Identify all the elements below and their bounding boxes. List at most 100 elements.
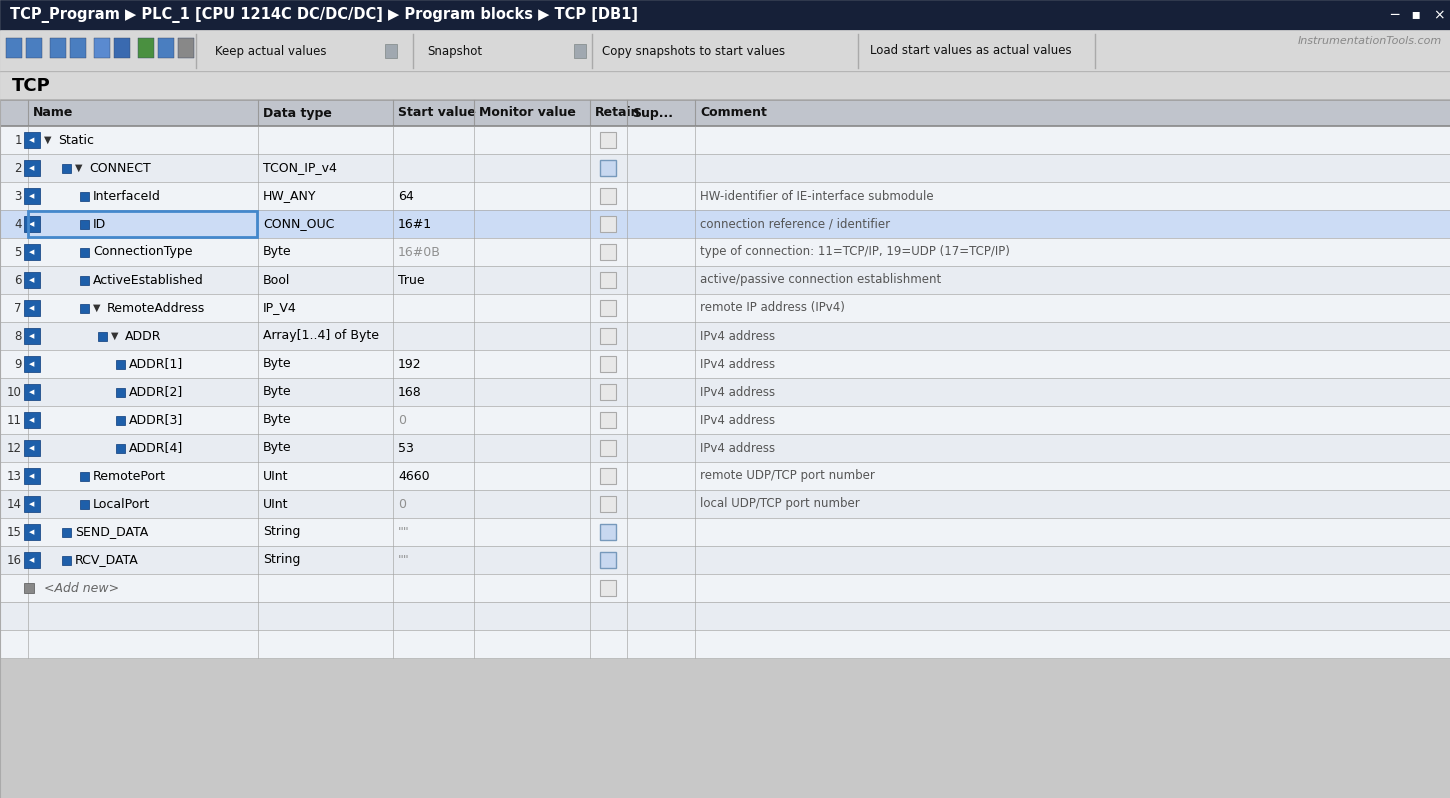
Text: ▼: ▼ [44,135,52,145]
Text: 16: 16 [7,554,22,567]
Bar [25,468,41,484]
Text: ◀: ◀ [29,333,35,339]
Bar [0,574,1450,602]
Bar [0,406,1450,434]
Text: ConnectionType: ConnectionType [93,246,193,259]
Text: RCV_DATA: RCV_DATA [75,554,139,567]
Text: String: String [262,554,300,567]
Text: Static: Static [58,133,94,147]
Text: IPv4 address: IPv4 address [700,330,776,342]
Text: ADDR[1]: ADDR[1] [129,358,183,370]
Bar [80,192,88,200]
Bar [0,182,1450,210]
Text: IP_V4: IP_V4 [262,302,297,314]
Text: CONNECT: CONNECT [88,161,151,175]
Text: 168: 168 [397,385,422,398]
Text: 13: 13 [7,469,22,483]
Bar [0,72,1450,100]
Bar [0,0,1450,30]
Text: IPv4 address: IPv4 address [700,413,776,426]
Text: "": "" [397,554,410,567]
Text: HW_ANY: HW_ANY [262,189,316,203]
Bar [49,38,67,58]
Text: 0: 0 [397,413,406,426]
Text: SEND_DATA: SEND_DATA [75,526,148,539]
Bar [600,524,616,540]
Text: active/passive connection establishment: active/passive connection establishment [700,274,941,286]
Text: 0: 0 [397,497,406,511]
Bar [25,552,41,568]
Text: connection reference / identifier: connection reference / identifier [700,218,890,231]
Text: 53: 53 [397,441,413,455]
Bar [0,462,1450,490]
Text: Byte: Byte [262,358,291,370]
Bar [600,188,616,204]
Text: 9: 9 [14,358,22,370]
Bar [25,272,41,288]
Text: ◀: ◀ [29,221,35,227]
Text: ◀: ◀ [29,249,35,255]
Bar [600,132,616,148]
Bar [25,384,41,400]
Bar [25,583,33,593]
Text: ID: ID [93,218,106,231]
Text: Sup...: Sup... [632,106,673,120]
Text: UInt: UInt [262,497,289,511]
Text: 16#0B: 16#0B [397,246,441,259]
Bar [0,434,1450,462]
Text: TCON_IP_v4: TCON_IP_v4 [262,161,336,175]
Text: Keep actual values: Keep actual values [215,45,326,57]
Text: Byte: Byte [262,246,291,259]
Bar [116,444,125,452]
Text: TCP_Program ▶ PLC_1 [CPU 1214C DC/DC/DC] ▶ Program blocks ▶ TCP [DB1]: TCP_Program ▶ PLC_1 [CPU 1214C DC/DC/DC]… [10,7,638,23]
Bar [600,580,616,596]
Bar [0,490,1450,518]
Bar [25,412,41,428]
Text: IPv4 address: IPv4 address [700,441,776,455]
Bar [0,30,1450,72]
Text: ◀: ◀ [29,445,35,451]
Bar [386,44,397,58]
Bar [94,38,110,58]
Text: 10: 10 [7,385,22,398]
Bar [80,472,88,480]
Bar [25,132,41,148]
Bar [0,350,1450,378]
Bar [25,328,41,344]
Text: 3: 3 [14,189,22,203]
Text: 7: 7 [14,302,22,314]
Bar [600,272,616,288]
Text: ▼: ▼ [75,163,83,173]
Text: 8: 8 [14,330,22,342]
Bar [600,216,616,232]
Text: 15: 15 [7,526,22,539]
Bar [0,238,1450,266]
Text: 14: 14 [7,497,22,511]
Text: ◀: ◀ [29,417,35,423]
Text: InstrumentationTools.com: InstrumentationTools.com [1298,36,1441,46]
Bar [62,555,71,564]
Bar [0,99,1450,100]
Text: ▼: ▼ [93,303,100,313]
Bar [25,440,41,456]
Text: CONN_OUC: CONN_OUC [262,218,335,231]
Text: 12: 12 [7,441,22,455]
Text: ADDR[2]: ADDR[2] [129,385,183,398]
Text: type of connection: 11=TCP/IP, 19=UDP (17=TCP/IP): type of connection: 11=TCP/IP, 19=UDP (1… [700,246,1009,259]
Text: UInt: UInt [262,469,289,483]
Bar [600,552,616,568]
Bar [158,38,174,58]
Bar [600,412,616,428]
Text: ◀: ◀ [29,277,35,283]
Text: HW-identifier of IE-interface submodule: HW-identifier of IE-interface submodule [700,189,934,203]
Text: ▼: ▼ [112,331,119,341]
Text: 4: 4 [14,218,22,231]
Text: Snapshot: Snapshot [428,45,483,57]
Bar [574,44,586,58]
Text: IPv4 address: IPv4 address [700,358,776,370]
Bar [70,38,86,58]
Text: ADDR[3]: ADDR[3] [129,413,183,426]
Bar [116,416,125,425]
Text: String: String [262,526,300,539]
Bar [0,266,1450,294]
